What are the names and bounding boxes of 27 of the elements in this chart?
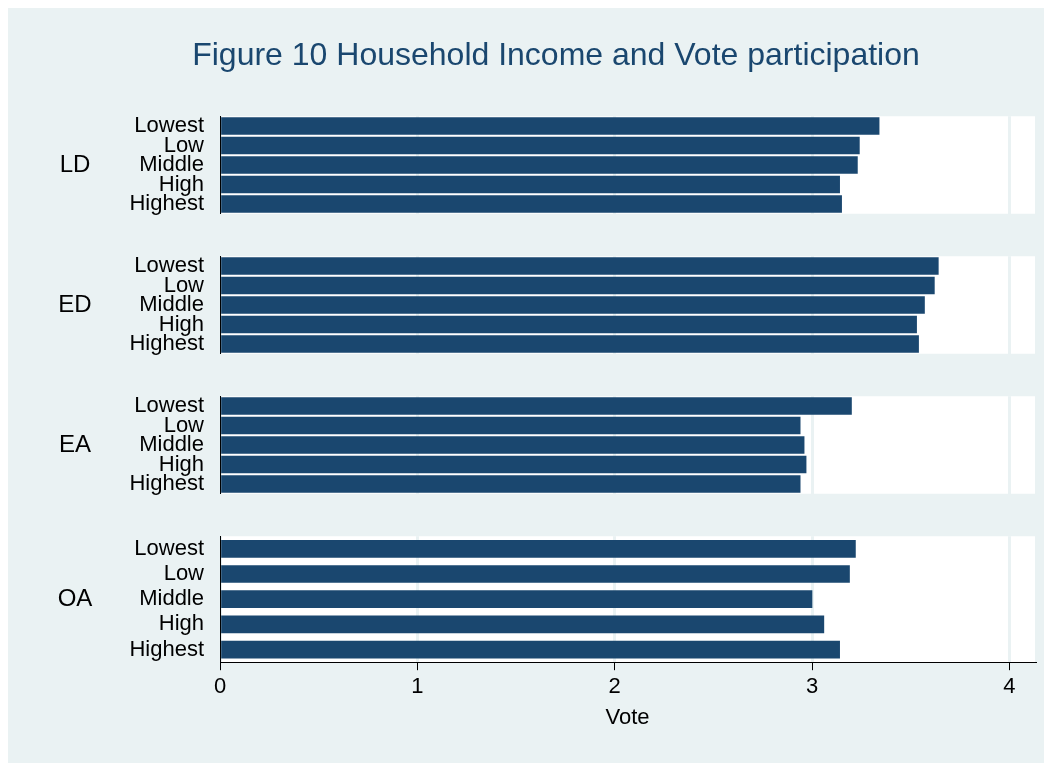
y-tick-label: High	[158, 610, 204, 636]
y-axis-title: LD	[59, 149, 91, 177]
y-axis-title: EA	[58, 429, 92, 457]
x-tick-label: 4	[1003, 673, 1016, 699]
bar	[221, 397, 852, 415]
y-tick-label: Middle	[139, 585, 204, 611]
y-tick-label: High	[158, 170, 204, 196]
x-tick-label: 2	[608, 673, 621, 699]
y-axis-title: OA	[57, 583, 93, 611]
y-tick-label: High	[158, 450, 204, 476]
y-tick-label: Lowest	[134, 252, 204, 278]
bar	[221, 416, 801, 435]
x-tick-label: 3	[805, 673, 819, 699]
y-tick-label: Lowest	[134, 392, 204, 418]
y-axis-title: ED	[58, 289, 92, 317]
x-tick-label: 0	[213, 673, 227, 699]
chart-title: Figure 10 Household Income and Vote participation	[191, 35, 921, 74]
y-tick-label: Highest	[129, 635, 204, 661]
x-tick-label: 1	[411, 673, 424, 699]
y-tick-label: Lowest	[134, 112, 204, 138]
y-tick-label: Low	[163, 560, 205, 586]
y-tick-label: High	[158, 310, 204, 336]
bar	[221, 455, 807, 474]
bar	[221, 475, 801, 493]
bar	[221, 436, 805, 454]
y-tick-label: Lowest	[134, 534, 204, 560]
x-axis-title: Vote	[605, 703, 650, 729]
